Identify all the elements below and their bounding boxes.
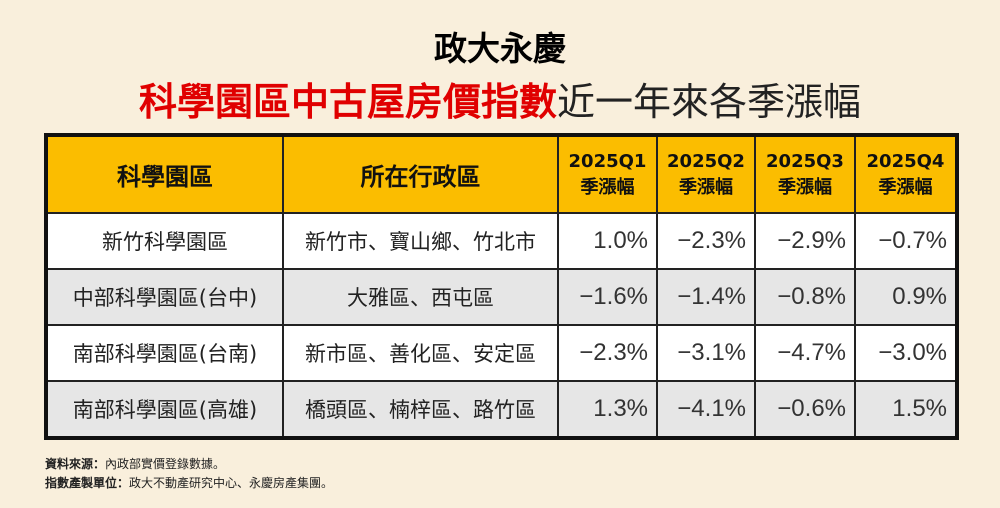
table-row: 南部科學園區(台南) 新市區、善化區、安定區 −2.3% −3.1% −4.7%… — [45, 324, 958, 382]
table-header-row: 科學園區 所在行政區 2025Q1 季漲幅 2025Q2 季漲幅 2025Q3 季漲幅… — [45, 134, 958, 214]
q4-cell: −0.7% — [854, 212, 958, 270]
district-cell: 橋頭區、楠梓區、路竹區 — [282, 380, 559, 439]
header-q1-label: 季漲幅 — [580, 176, 635, 198]
q3-cell: −0.8% — [754, 268, 856, 326]
q1-cell: 1.0% — [557, 212, 658, 270]
q3-cell: −2.9% — [754, 212, 856, 270]
table-row: 南部科學園區(高雄) 橋頭區、楠梓區、路竹區 1.3% −4.1% −0.6% … — [45, 380, 958, 439]
footnotes: 資料來源：內政部實價登錄數據。 指數產製單位：政大不動產研究中心、永慶房產集團。 — [45, 455, 333, 493]
q3-cell: −4.7% — [754, 324, 856, 382]
source-label: 資料來源： — [45, 457, 106, 471]
q4-cell: −3.0% — [854, 324, 958, 382]
header-q1-period: 2025Q1 — [568, 150, 647, 172]
source-text: 內政部實價登錄數據。 — [105, 457, 226, 471]
q1-cell: 1.3% — [557, 380, 658, 439]
table-row: 新竹科學園區 新竹市、寶山鄉、竹北市 1.0% −2.3% −2.9% −0.7… — [45, 212, 958, 270]
header-q2-period: 2025Q2 — [667, 150, 745, 172]
q2-cell: −1.4% — [656, 268, 756, 326]
main-title-rest: 近一年來各季漲幅 — [557, 80, 862, 124]
main-title-highlight: 科學園區中古屋房價指數 — [138, 80, 557, 124]
park-cell: 新竹科學園區 — [45, 212, 284, 270]
q2-cell: −2.3% — [656, 212, 756, 270]
header-q4: 2025Q4 季漲幅 — [854, 134, 958, 214]
price-index-table: 科學園區 所在行政區 2025Q1 季漲幅 2025Q2 季漲幅 2025Q3 季漲幅… — [44, 133, 959, 440]
q2-cell: −3.1% — [656, 324, 756, 382]
header-q4-period: 2025Q4 — [866, 150, 945, 172]
producer-label: 指數產製單位： — [45, 476, 130, 490]
source-note: 資料來源：內政部實價登錄數據。 — [45, 455, 333, 474]
header-park: 科學園區 — [45, 134, 284, 214]
district-cell: 新竹市、寶山鄉、竹北市 — [282, 212, 559, 270]
main-title: 科學園區中古屋房價指數近一年來各季漲幅 — [0, 80, 1000, 124]
header-q2: 2025Q2 季漲幅 — [656, 134, 756, 214]
q2-cell: −4.1% — [656, 380, 756, 439]
park-cell: 南部科學園區(台南) — [45, 324, 284, 382]
park-cell: 中部科學園區(台中) — [45, 268, 284, 326]
producer-text: 政大不動產研究中心、永慶房產集團。 — [129, 476, 334, 490]
q1-cell: −2.3% — [557, 324, 658, 382]
park-cell: 南部科學園區(高雄) — [45, 380, 284, 439]
header-q3-period: 2025Q3 — [766, 150, 844, 172]
q1-cell: −1.6% — [557, 268, 658, 326]
q4-cell: 0.9% — [854, 268, 958, 326]
header-q3: 2025Q3 季漲幅 — [754, 134, 856, 214]
district-cell: 大雅區、西屯區 — [282, 268, 559, 326]
brand-title: 政大永慶 — [434, 29, 566, 68]
header-q1: 2025Q1 季漲幅 — [557, 134, 658, 214]
header-q2-label: 季漲幅 — [679, 176, 733, 198]
header-district: 所在行政區 — [282, 134, 559, 214]
district-cell: 新市區、善化區、安定區 — [282, 324, 559, 382]
q3-cell: −0.6% — [754, 380, 856, 439]
q4-cell: 1.5% — [854, 380, 958, 439]
producer-note: 指數產製單位：政大不動產研究中心、永慶房產集團。 — [45, 474, 333, 493]
table-row: 中部科學園區(台中) 大雅區、西屯區 −1.6% −1.4% −0.8% 0.9… — [45, 268, 958, 326]
header-q4-label: 季漲幅 — [878, 176, 933, 198]
header-q3-label: 季漲幅 — [778, 176, 832, 198]
